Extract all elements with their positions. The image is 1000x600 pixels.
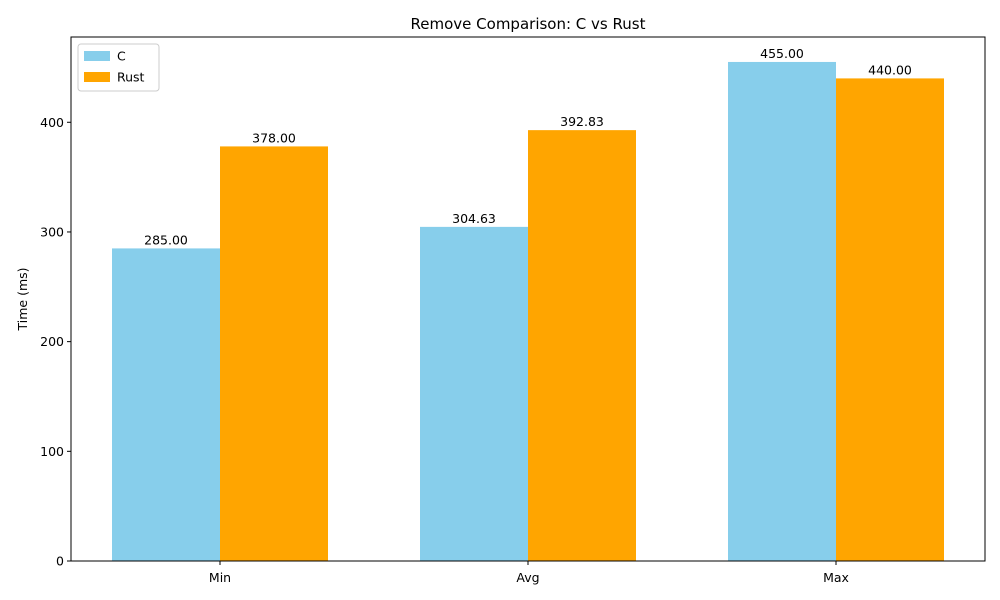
data-label: 392.83 [560,114,604,129]
legend-label-rust: Rust [117,70,145,85]
chart-title: Remove Comparison: C vs Rust [411,15,646,33]
x-tick-label: Avg [516,570,539,585]
y-axis-ticks: 0 100 200 300 400 [40,115,71,569]
data-label: 455.00 [760,46,804,61]
data-label: 285.00 [144,232,188,247]
bars-group [112,61,944,561]
y-axis-label: Time (ms) [15,267,30,331]
bar-rust-max [836,78,944,561]
bar-rust-min [220,146,328,561]
y-tick-label: 0 [56,554,64,569]
y-tick-label: 200 [40,334,64,349]
bar-c-min [112,248,220,561]
y-tick-label: 300 [40,224,64,239]
bar-rust-avg [528,130,636,561]
y-tick-label: 400 [40,115,64,130]
y-tick-label: 100 [40,444,64,459]
data-label: 378.00 [252,130,296,145]
x-tick-label: Min [209,570,231,585]
data-labels-group: 285.00 378.00 304.63 392.83 455.00 440.00 [144,46,912,247]
x-axis-ticks: Min Avg Max [209,561,849,585]
legend: C Rust [77,43,160,92]
x-tick-label: Max [823,570,849,585]
data-label: 304.63 [452,211,496,226]
legend-swatch-rust [84,72,110,82]
bar-c-avg [420,226,528,561]
legend-swatch-c [84,51,110,61]
data-label: 440.00 [868,62,912,77]
legend-label-c: C [117,49,126,64]
plot-frame [70,36,986,562]
bar-c-max [728,61,836,561]
